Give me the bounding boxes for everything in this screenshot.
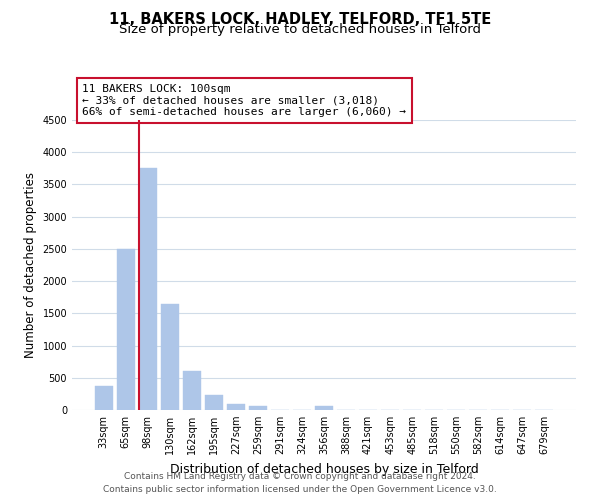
Bar [315, 406, 333, 410]
Bar [183, 372, 200, 410]
Bar [249, 406, 267, 410]
Text: 11, BAKERS LOCK, HADLEY, TELFORD, TF1 5TE: 11, BAKERS LOCK, HADLEY, TELFORD, TF1 5T… [109, 12, 491, 28]
Bar [139, 168, 157, 410]
Y-axis label: Number of detached properties: Number of detached properties [24, 172, 37, 358]
Bar [227, 404, 245, 410]
Bar [95, 386, 113, 410]
Bar [161, 304, 179, 410]
X-axis label: Distribution of detached houses by size in Telford: Distribution of detached houses by size … [170, 462, 478, 475]
Text: Size of property relative to detached houses in Telford: Size of property relative to detached ho… [119, 22, 481, 36]
Bar [117, 249, 134, 410]
Text: 11 BAKERS LOCK: 100sqm
← 33% of detached houses are smaller (3,018)
66% of semi-: 11 BAKERS LOCK: 100sqm ← 33% of detached… [82, 84, 406, 117]
Bar [205, 394, 223, 410]
Text: Contains HM Land Registry data © Crown copyright and database right 2024.
Contai: Contains HM Land Registry data © Crown c… [103, 472, 497, 494]
